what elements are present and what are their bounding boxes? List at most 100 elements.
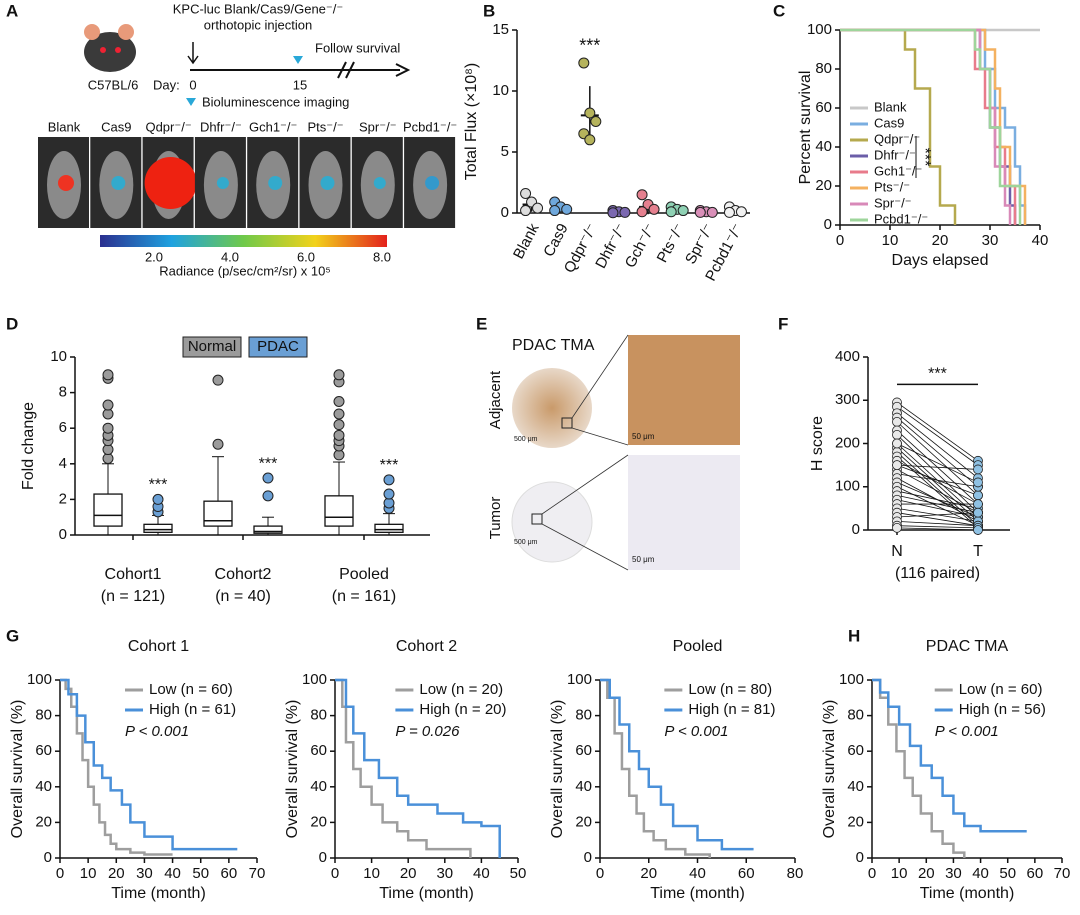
y-tick-label: 80 bbox=[847, 707, 864, 724]
mouse-label: Cas9 bbox=[101, 119, 131, 134]
survival-curve bbox=[335, 678, 501, 858]
scale-bar: 50 μm bbox=[632, 432, 655, 441]
signal bbox=[144, 157, 197, 209]
legend-label: Cas9 bbox=[874, 115, 904, 130]
x-tick-label: 0 bbox=[596, 865, 604, 882]
outlier bbox=[333, 369, 345, 381]
y-tick-label: 100 bbox=[302, 671, 327, 688]
y-tick-label: 6 bbox=[59, 419, 67, 436]
x-tick-label: 50 bbox=[192, 865, 209, 882]
mouse-label: Qdpr⁻/⁻ bbox=[145, 119, 191, 134]
y-tick-label: 80 bbox=[35, 707, 52, 724]
point bbox=[694, 206, 706, 218]
y-tick-label: 300 bbox=[835, 391, 860, 408]
outlier bbox=[102, 369, 114, 381]
mouse-label: Pts⁻/⁻ bbox=[307, 119, 343, 134]
mouse-label: Dhfr⁻/⁻ bbox=[200, 119, 242, 134]
x-axis-label: Time (month) bbox=[920, 885, 1015, 902]
panel-label: D bbox=[6, 314, 18, 333]
mouse-label: Spr⁻/⁻ bbox=[359, 119, 397, 134]
legend-label: Pcbd1⁻/⁻ bbox=[874, 211, 928, 226]
pair-line bbox=[896, 499, 979, 518]
x-tick-label: 40 bbox=[164, 865, 181, 882]
point bbox=[892, 460, 902, 471]
y-tick-label: 60 bbox=[847, 742, 864, 759]
y-tick-label: 40 bbox=[815, 138, 832, 155]
annotation: *** bbox=[380, 457, 399, 474]
box bbox=[203, 500, 233, 527]
y-axis-label: Fold change bbox=[20, 402, 37, 490]
tma-core bbox=[511, 481, 593, 563]
annotation: *** bbox=[149, 477, 168, 494]
pair-line bbox=[896, 443, 979, 483]
row-label: Tumor bbox=[487, 497, 504, 540]
pair-line bbox=[896, 460, 979, 505]
outlier bbox=[383, 488, 395, 500]
y-tick-label: 40 bbox=[575, 778, 592, 795]
survival-curve bbox=[840, 28, 1022, 225]
signal bbox=[425, 176, 440, 190]
pair-line bbox=[896, 421, 979, 496]
panel-a: C57BL/6 KPC-luc Blank/Cas9/Gene⁻/⁻ ortho… bbox=[38, 1, 457, 278]
zoom-image bbox=[628, 455, 740, 570]
pair-line bbox=[896, 417, 979, 488]
pair-line bbox=[896, 527, 979, 531]
x-tick-label: 0 bbox=[56, 865, 64, 882]
point bbox=[636, 189, 648, 201]
point bbox=[584, 107, 596, 119]
survival-curve bbox=[600, 678, 754, 851]
timeline-break bbox=[337, 61, 355, 79]
x-tick-label: 10 bbox=[80, 865, 97, 882]
imaging-marker bbox=[293, 56, 303, 64]
y-tick-label: 20 bbox=[35, 813, 52, 830]
x-tick-label: 20 bbox=[918, 865, 935, 882]
x-tick-label: 70 bbox=[249, 865, 266, 882]
x-tick-label: Blank bbox=[510, 220, 543, 262]
x-tick-label: 30 bbox=[945, 865, 962, 882]
mouse-eye bbox=[115, 47, 121, 53]
mouse-label: Pcbd1⁻/⁻ bbox=[403, 119, 457, 134]
x-tick-label: N bbox=[891, 543, 903, 560]
outlier bbox=[212, 374, 224, 386]
y-tick-label: 20 bbox=[847, 813, 864, 830]
x-tick-label: 60 bbox=[221, 865, 238, 882]
y-tick-label: 0 bbox=[824, 216, 832, 233]
x-tick-label: 20 bbox=[400, 865, 417, 882]
pair-line bbox=[896, 520, 979, 527]
legend-label: High (n = 61) bbox=[149, 701, 236, 718]
signal bbox=[320, 176, 335, 190]
y-tick-label: 0 bbox=[584, 849, 592, 866]
panel-label: F bbox=[778, 314, 788, 333]
y-tick-label: 200 bbox=[835, 434, 860, 451]
y-tick-label: 0 bbox=[319, 849, 327, 866]
y-tick-label: 0 bbox=[44, 849, 52, 866]
signal bbox=[268, 176, 283, 190]
point bbox=[532, 202, 544, 214]
x-axis-label: (116 paired) bbox=[895, 565, 980, 582]
point bbox=[520, 187, 532, 199]
x-tick-label: 10 bbox=[891, 865, 908, 882]
day-label: Day: bbox=[153, 77, 180, 92]
legend-label: Spr⁻/⁻ bbox=[874, 195, 912, 210]
x-tick-note: (n = 161) bbox=[332, 588, 396, 605]
y-tick-label: 5 bbox=[501, 143, 509, 160]
x-axis-label: Days elapsed bbox=[892, 252, 989, 269]
survival-curve bbox=[600, 678, 711, 858]
point bbox=[892, 429, 902, 440]
point bbox=[677, 205, 689, 217]
x-tick-label: 20 bbox=[640, 865, 657, 882]
x-tick-label: Cohort1 bbox=[105, 566, 162, 583]
injection-arrow bbox=[187, 42, 199, 65]
panel-label: C bbox=[773, 1, 785, 20]
outlier bbox=[333, 396, 345, 407]
point bbox=[549, 205, 561, 217]
point bbox=[973, 477, 983, 488]
legend-label: Gch1⁻/⁻ bbox=[874, 163, 922, 178]
pair-line bbox=[896, 406, 979, 466]
y-axis-label: Overall survival (%) bbox=[821, 700, 838, 839]
annotation: P = 0.026 bbox=[395, 723, 460, 740]
y-tick-label: 100 bbox=[839, 671, 864, 688]
y-tick-label: 80 bbox=[310, 707, 327, 724]
day-0: 0 bbox=[189, 77, 196, 92]
legend-label: Low (n = 60) bbox=[959, 681, 1043, 698]
